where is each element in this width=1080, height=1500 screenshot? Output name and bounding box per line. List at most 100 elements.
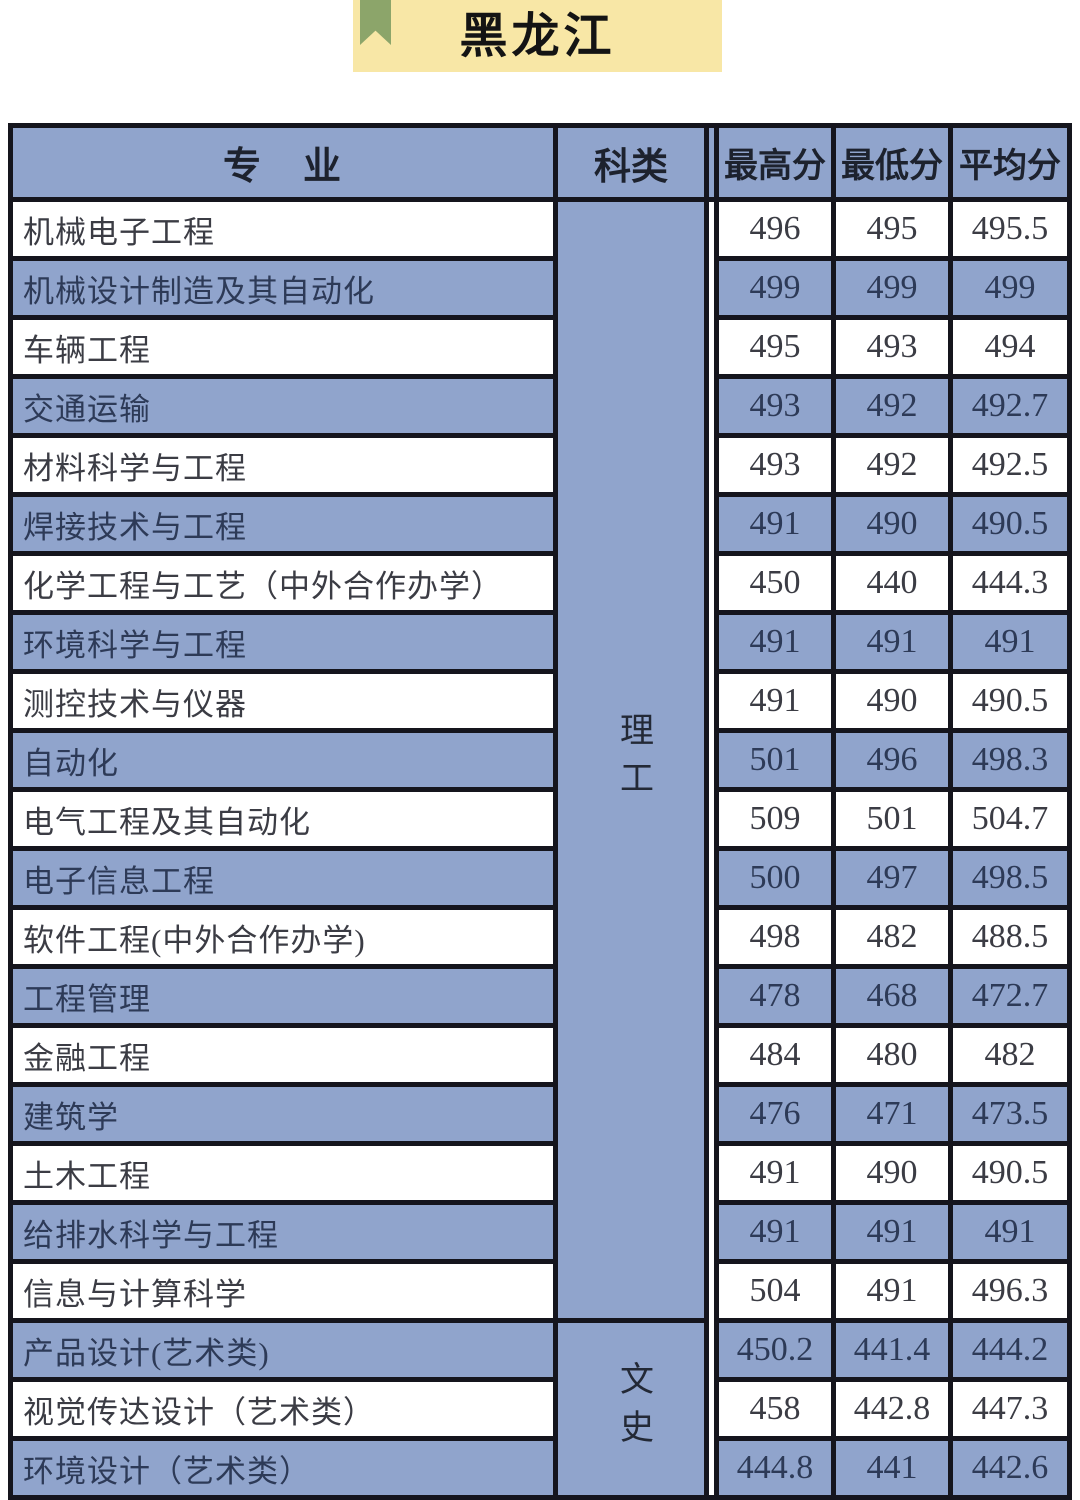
category-cell-0: 理工 — [558, 202, 704, 1318]
avg-score: 490.5 — [953, 674, 1067, 728]
avg-score: 499 — [953, 261, 1067, 315]
min-score: 496 — [836, 733, 948, 787]
avg-score: 496.3 — [953, 1264, 1067, 1318]
avg-score: 504.7 — [953, 792, 1067, 846]
avg-score: 472.7 — [953, 969, 1067, 1023]
min-score: 440 — [836, 556, 948, 610]
max-score: 500 — [719, 851, 831, 905]
header-max-score: 最高分 — [719, 128, 831, 197]
avg-score: 447.3 — [953, 1382, 1067, 1436]
min-score: 480 — [836, 1028, 948, 1082]
avg-score: 473.5 — [953, 1087, 1067, 1141]
major-name: 测控技术与仪器 — [13, 674, 553, 728]
major-name: 电气工程及其自动化 — [13, 792, 553, 846]
major-name: 信息与计算科学 — [13, 1264, 553, 1318]
major-name: 电子信息工程 — [13, 851, 553, 905]
min-score: 492 — [836, 438, 948, 492]
min-score: 490 — [836, 674, 948, 728]
major-name: 视觉传达设计（艺术类） — [13, 1382, 553, 1436]
max-score: 496 — [719, 202, 831, 256]
major-name: 产品设计(艺术类) — [13, 1323, 553, 1377]
header-avg-score: 平均分 — [953, 128, 1067, 197]
admission-score-table: 专 业 科类 最高分 最低分 平均分 理工 文史 机械电子工程 496 495 495.5… — [8, 123, 1072, 1500]
max-score: 504 — [719, 1264, 831, 1318]
avg-score: 482 — [953, 1028, 1067, 1082]
avg-score: 490.5 — [953, 497, 1067, 551]
avg-score: 495.5 — [953, 202, 1067, 256]
min-score: 468 — [836, 969, 948, 1023]
max-score: 491 — [719, 1146, 831, 1200]
min-score: 471 — [836, 1087, 948, 1141]
major-name: 化学工程与工艺（中外合作办学） — [13, 556, 553, 610]
avg-score: 491 — [953, 615, 1067, 669]
max-score: 484 — [719, 1028, 831, 1082]
bookmark-ribbon-icon — [360, 0, 391, 45]
major-name: 材料科学与工程 — [13, 438, 553, 492]
major-name: 焊接技术与工程 — [13, 497, 553, 551]
major-name: 机械电子工程 — [13, 202, 553, 256]
max-score: 458 — [719, 1382, 831, 1436]
header-major: 专 业 — [13, 128, 553, 197]
max-score: 501 — [719, 733, 831, 787]
major-name: 自动化 — [13, 733, 553, 787]
max-score: 450 — [719, 556, 831, 610]
max-score: 491 — [719, 615, 831, 669]
avg-score: 494 — [953, 320, 1067, 374]
min-score: 441 — [836, 1441, 948, 1495]
max-score: 478 — [719, 969, 831, 1023]
max-score: 444.8 — [719, 1441, 831, 1495]
major-name: 工程管理 — [13, 969, 553, 1023]
max-score: 476 — [719, 1087, 831, 1141]
major-name: 环境设计（艺术类） — [13, 1441, 553, 1495]
category-cell-1: 文史 — [558, 1323, 704, 1495]
avg-score: 444.3 — [953, 556, 1067, 610]
min-score: 501 — [836, 792, 948, 846]
header-min-score: 最低分 — [836, 128, 948, 197]
max-score: 493 — [719, 438, 831, 492]
avg-score: 498.5 — [953, 851, 1067, 905]
major-name: 交通运输 — [13, 379, 553, 433]
avg-score: 490.5 — [953, 1146, 1067, 1200]
min-score: 491 — [836, 1264, 948, 1318]
major-name: 车辆工程 — [13, 320, 553, 374]
min-score: 492 — [836, 379, 948, 433]
min-score: 441.4 — [836, 1323, 948, 1377]
min-score: 495 — [836, 202, 948, 256]
max-score: 493 — [719, 379, 831, 433]
major-name: 软件工程(中外合作办学) — [13, 910, 553, 964]
min-score: 491 — [836, 615, 948, 669]
major-name: 建筑学 — [13, 1087, 553, 1141]
max-score: 491 — [719, 1205, 831, 1259]
major-name: 金融工程 — [13, 1028, 553, 1082]
header-spacer — [709, 128, 714, 197]
max-score: 509 — [719, 792, 831, 846]
avg-score: 498.3 — [953, 733, 1067, 787]
min-score: 490 — [836, 1146, 948, 1200]
avg-score: 492.7 — [953, 379, 1067, 433]
min-score: 491 — [836, 1205, 948, 1259]
major-name: 给排水科学与工程 — [13, 1205, 553, 1259]
max-score: 499 — [719, 261, 831, 315]
header-category: 科类 — [558, 128, 704, 197]
province-title: 黑龙江 — [459, 10, 616, 63]
avg-score: 491 — [953, 1205, 1067, 1259]
major-name: 环境科学与工程 — [13, 615, 553, 669]
avg-score: 444.2 — [953, 1323, 1067, 1377]
min-score: 442.8 — [836, 1382, 948, 1436]
province-banner: 黑龙江 — [353, 0, 722, 72]
max-score: 495 — [719, 320, 831, 374]
min-score: 482 — [836, 910, 948, 964]
min-score: 499 — [836, 261, 948, 315]
max-score: 450.2 — [719, 1323, 831, 1377]
min-score: 490 — [836, 497, 948, 551]
avg-score: 442.6 — [953, 1441, 1067, 1495]
max-score: 491 — [719, 497, 831, 551]
column-spacer — [709, 202, 714, 1495]
min-score: 493 — [836, 320, 948, 374]
avg-score: 488.5 — [953, 910, 1067, 964]
major-name: 土木工程 — [13, 1146, 553, 1200]
major-name: 机械设计制造及其自动化 — [13, 261, 553, 315]
max-score: 491 — [719, 674, 831, 728]
avg-score: 492.5 — [953, 438, 1067, 492]
max-score: 498 — [719, 910, 831, 964]
